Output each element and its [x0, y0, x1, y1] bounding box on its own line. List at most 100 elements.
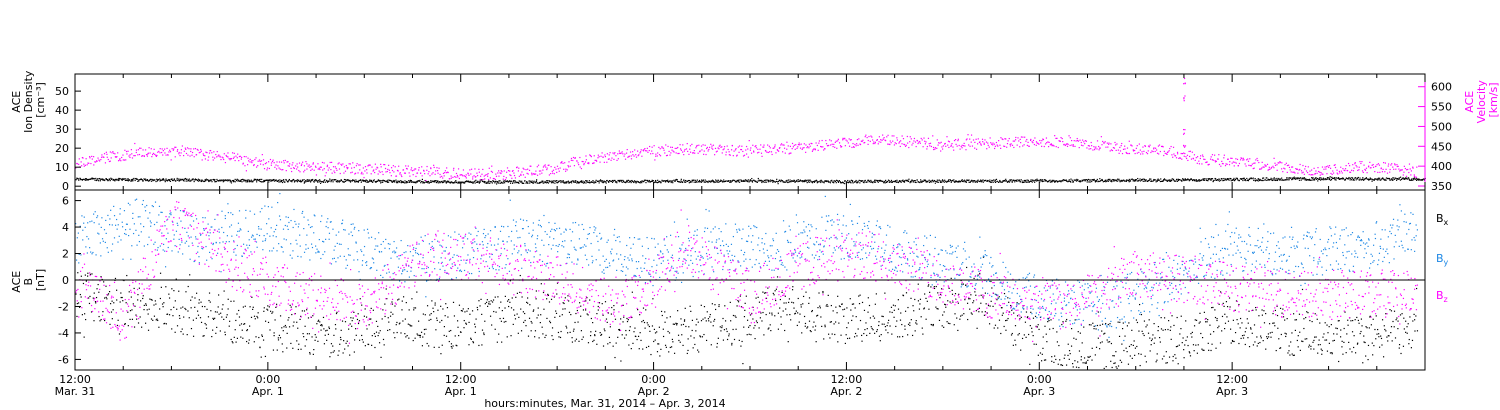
velocity-point — [617, 153, 619, 155]
b-bx-point — [528, 317, 531, 319]
density-point — [324, 181, 327, 183]
velocity-point — [920, 137, 922, 140]
velocity-point — [287, 165, 289, 167]
density-point — [77, 177, 79, 180]
b-bx-point — [468, 344, 470, 346]
density-point — [472, 182, 474, 184]
density-point — [222, 179, 224, 181]
velocity-point — [921, 139, 923, 141]
velocity-point — [499, 172, 501, 174]
velocity-point — [536, 174, 539, 176]
velocity-point — [696, 144, 698, 147]
velocity-point — [1380, 167, 1382, 169]
velocity-point — [1340, 166, 1342, 168]
density-point — [159, 178, 161, 180]
b-bx-point — [324, 334, 326, 336]
b-bx-point — [204, 322, 206, 325]
density-point — [1401, 178, 1403, 180]
velocity-point — [142, 149, 144, 151]
velocity-point — [1178, 157, 1180, 160]
velocity-point — [763, 144, 765, 146]
velocity-point — [815, 142, 817, 144]
density-point — [308, 179, 310, 181]
density-point — [375, 180, 377, 183]
density-point — [682, 181, 684, 184]
density-point — [1348, 177, 1350, 179]
velocity-point — [588, 162, 590, 164]
velocity-point — [423, 170, 425, 172]
b-bx-point — [640, 339, 642, 342]
velocity-point — [857, 144, 859, 146]
velocity-point — [711, 145, 713, 147]
velocity-point — [343, 172, 345, 174]
density-point — [1112, 180, 1114, 182]
b-bx-point — [598, 302, 601, 304]
density-point — [889, 181, 891, 183]
density-point — [295, 180, 297, 182]
density-point — [424, 180, 426, 182]
velocity-point — [331, 172, 333, 174]
b-bx-point — [97, 283, 99, 286]
b-bx-point — [436, 319, 438, 322]
b-bx-point — [761, 320, 763, 322]
density-point — [1158, 179, 1160, 181]
velocity-point — [801, 148, 803, 151]
velocity-point — [1109, 150, 1111, 152]
velocity-point — [795, 144, 797, 146]
velocity-point — [1076, 137, 1078, 140]
b-bx-point — [382, 338, 385, 341]
b-bx-point — [222, 304, 224, 306]
density-point — [1118, 179, 1120, 181]
velocity-point — [994, 145, 996, 147]
density-point — [856, 182, 858, 184]
density-point — [80, 178, 82, 181]
density-point — [963, 181, 965, 183]
b-bx-point — [571, 337, 573, 339]
velocity-point — [759, 148, 761, 150]
velocity-point — [1069, 137, 1071, 139]
density-point — [354, 181, 357, 183]
velocity-point — [1199, 157, 1201, 160]
density-point — [443, 180, 446, 182]
velocity-point — [797, 143, 800, 146]
b-bx-point — [312, 353, 314, 355]
b-bx-point — [256, 315, 258, 318]
velocity-point — [1098, 145, 1100, 148]
velocity-point — [706, 147, 708, 150]
density-point — [1019, 181, 1021, 183]
velocity-point — [409, 175, 411, 177]
b-bx-point — [752, 318, 754, 320]
density-point — [566, 181, 568, 183]
b-bx-point — [434, 304, 436, 306]
density-point — [747, 180, 749, 183]
b-bx-point — [263, 307, 265, 309]
density-point — [1142, 178, 1144, 180]
density-point — [362, 179, 365, 182]
density-point — [688, 182, 690, 184]
density-point — [1408, 177, 1410, 179]
b-bx-point — [430, 318, 432, 321]
velocity-point — [1056, 137, 1058, 139]
velocity-point — [689, 148, 691, 150]
density-point — [267, 179, 270, 181]
b-bx-point — [458, 304, 461, 306]
density-point — [833, 182, 835, 184]
velocity-point — [912, 142, 914, 144]
velocity-point — [472, 176, 474, 178]
b-bx-point — [702, 318, 704, 320]
b-bx-point — [510, 307, 513, 309]
density-point — [502, 180, 505, 182]
density-point — [299, 180, 301, 183]
b-bx-point — [602, 345, 605, 347]
density-point — [1307, 178, 1309, 181]
velocity-point — [1068, 135, 1070, 137]
velocity-point — [822, 146, 824, 148]
velocity-point — [1397, 165, 1399, 167]
velocity-point — [547, 164, 549, 166]
b-bx-point — [601, 303, 603, 305]
velocity-point — [1183, 155, 1185, 157]
velocity-axis-title: ACE Velocity [km/s] — [1463, 77, 1500, 124]
density-point — [1392, 177, 1394, 179]
density-point — [1387, 177, 1389, 180]
density-point — [745, 180, 747, 182]
